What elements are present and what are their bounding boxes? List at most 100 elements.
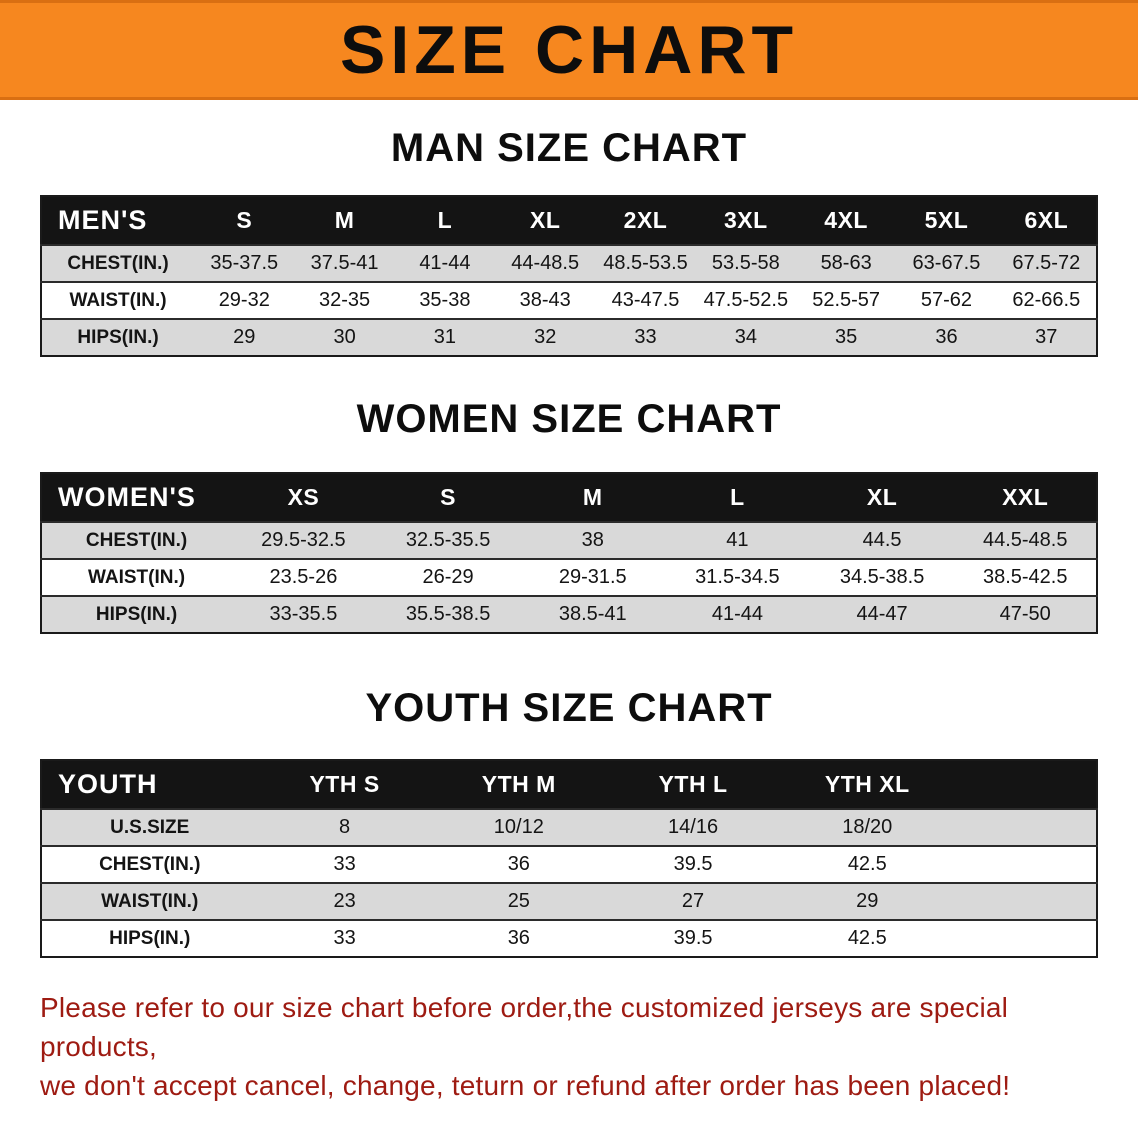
measurement-label: WAIST(IN.): [41, 882, 258, 920]
group-label-header: WOMEN'S: [58, 482, 196, 512]
measurement-value: 35: [795, 318, 897, 356]
measurement-value: 42.5: [780, 919, 955, 957]
measurement-value: 18/20: [780, 808, 955, 846]
size-column-header: 3XL: [723, 207, 768, 233]
measurement-label: HIPS(IN.): [41, 919, 258, 957]
measurement-value: 63-67.5: [896, 244, 997, 282]
measurement-value: 37: [996, 318, 1097, 356]
size-column-header: YTH XL: [824, 771, 910, 797]
measurement-value: 34: [695, 318, 796, 356]
measurement-value: 41: [665, 521, 810, 559]
measurement-value: 48.5-53.5: [595, 244, 696, 282]
youth-size-table: YOUTH YTH S YTH M YTH L YTH XL U.S.SIZE 8 10/12…: [40, 759, 1098, 958]
table-header-row: MEN'S S M L XL 2XL 3XL 4XL 5XL 6XL: [41, 196, 1097, 245]
measurement-value: 32.5-35.5: [375, 521, 521, 559]
measurement-value: 43-47.5: [595, 281, 696, 319]
measurement-value: 34.5-38.5: [809, 558, 955, 596]
measurement-label: U.S.SIZE: [41, 808, 258, 846]
measurement-value: 33: [257, 919, 432, 957]
disclaimer: Please refer to our size chart before or…: [0, 988, 1138, 1105]
size-column-header: M: [582, 484, 603, 510]
measurement-value: 26-29: [375, 558, 521, 596]
measurement-value: 47.5-52.5: [695, 281, 796, 319]
women-size-table: WOMEN'S XS S M L XL XXL CHEST(IN.) 29.5-32.5 32.5…: [40, 472, 1098, 634]
banner: SIZE CHART: [0, 0, 1138, 100]
table-header-row: WOMEN'S XS S M L XL XXL: [41, 473, 1097, 522]
size-column-header: XS: [287, 484, 320, 510]
measurement-value: 29-31.5: [520, 558, 666, 596]
filler-cell: [954, 882, 1097, 920]
size-column-header: 6XL: [1024, 207, 1069, 233]
filler-cell: [954, 808, 1097, 846]
women-size-chart-section: WOMEN SIZE CHART WOMEN'S XS S M L XL XXL CHEST(…: [0, 397, 1138, 634]
youth-section-title: YOUTH SIZE CHART: [365, 686, 773, 730]
size-column-header: L: [730, 484, 745, 510]
men-size-chart-section: MAN SIZE CHART MEN'S S M L XL 2XL 3XL 4XL 5XL 6XL…: [0, 126, 1138, 357]
measurement-value: 31.5-34.5: [665, 558, 810, 596]
measurement-value: 67.5-72: [996, 244, 1097, 282]
measurement-value: 25: [431, 882, 606, 920]
measurement-value: 23: [257, 882, 432, 920]
measurement-label: HIPS(IN.): [41, 595, 232, 633]
size-column-header: S: [440, 484, 456, 510]
measurement-value: 32-35: [294, 281, 395, 319]
measurement-value: 23.5-26: [231, 558, 376, 596]
youth-size-chart-section: YOUTH SIZE CHART YOUTH YTH S YTH M YTH L YTH…: [0, 686, 1138, 958]
size-column-header: 4XL: [824, 207, 868, 233]
measurement-value: 14/16: [605, 808, 781, 846]
measurement-value: 42.5: [780, 845, 955, 883]
measurement-value: 62-66.5: [996, 281, 1097, 319]
measurement-value: 30: [294, 318, 395, 356]
table-header-row: YOUTH YTH S YTH M YTH L YTH XL: [41, 760, 1097, 809]
measurement-value: 38: [520, 521, 666, 559]
measurement-label: CHEST(IN.): [41, 244, 195, 282]
table-row: WAIST(IN.) 23.5-26 26-29 29-31.5 31.5-34.5 34…: [41, 558, 1097, 596]
measurement-value: 47-50: [954, 595, 1097, 633]
measurement-value: 33: [257, 845, 432, 883]
measurement-value: 8: [257, 808, 432, 846]
table-row: CHEST(IN.) 33 36 39.5 42.5: [41, 845, 1097, 883]
measurement-value: 57-62: [896, 281, 997, 319]
measurement-value: 29: [194, 318, 295, 356]
filler-cell: [954, 845, 1097, 883]
group-label-header: MEN'S: [58, 205, 148, 235]
measurement-value: 29-32: [194, 281, 295, 319]
measurement-value: 27: [605, 882, 781, 920]
measurement-value: 44.5-48.5: [954, 521, 1097, 559]
men-section-title: MAN SIZE CHART: [390, 126, 748, 170]
measurement-value: 39.5: [605, 845, 781, 883]
measurement-label: WAIST(IN.): [41, 558, 232, 596]
measurement-value: 36: [896, 318, 997, 356]
measurement-value: 32: [495, 318, 596, 356]
size-column-header: YTH L: [658, 771, 728, 797]
size-column-header: M: [334, 207, 355, 233]
measurement-label: CHEST(IN.): [41, 521, 232, 559]
disclaimer-line-1: Please refer to our size chart before or…: [40, 992, 1009, 1062]
measurement-value: 36: [431, 919, 606, 957]
measurement-value: 53.5-58: [695, 244, 796, 282]
size-column-header: YTH M: [481, 771, 556, 797]
table-row: CHEST(IN.) 29.5-32.5 32.5-35.5 38 41 44.5 44.5…: [41, 521, 1097, 559]
measurement-value: 36: [431, 845, 606, 883]
table-row: WAIST(IN.) 23 25 27 29: [41, 882, 1097, 920]
measurement-value: 38-43: [495, 281, 596, 319]
measurement-value: 44-48.5: [495, 244, 596, 282]
table-row: HIPS(IN.) 33-35.5 35.5-38.5 38.5-41 41-44 44-…: [41, 595, 1097, 633]
table-row: HIPS(IN.) 33 36 39.5 42.5: [41, 919, 1097, 957]
filler-cell: [954, 919, 1097, 957]
table-row: WAIST(IN.) 29-32 32-35 35-38 38-43 43-47.5 47.…: [41, 281, 1097, 319]
measurement-value: 41-44: [665, 595, 810, 633]
measurement-value: 35.5-38.5: [375, 595, 521, 633]
measurement-value: 33: [595, 318, 696, 356]
measurement-value: 41-44: [394, 244, 496, 282]
measurement-label: CHEST(IN.): [41, 845, 258, 883]
measurement-value: 38.5-41: [520, 595, 666, 633]
measurement-value: 58-63: [795, 244, 897, 282]
measurement-value: 31: [394, 318, 496, 356]
men-size-table: MEN'S S M L XL 2XL 3XL 4XL 5XL 6XL CHEST(IN.) 35-37…: [40, 195, 1098, 357]
size-chart-title: SIZE CHART: [340, 12, 798, 88]
measurement-value: 29.5-32.5: [231, 521, 376, 559]
measurement-value: 38.5-42.5: [954, 558, 1097, 596]
measurement-value: 35-38: [394, 281, 496, 319]
